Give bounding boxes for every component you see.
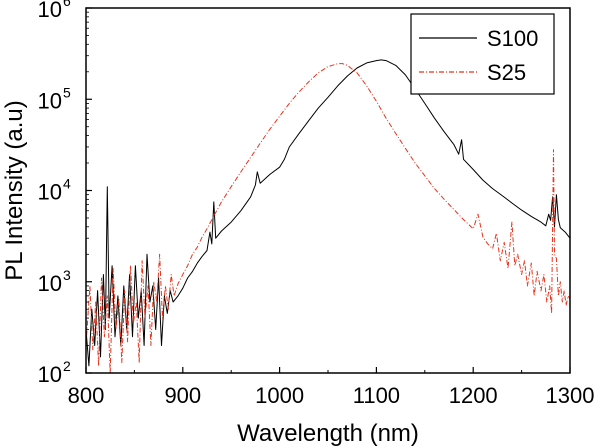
y-tick-exponent: 2 xyxy=(63,358,71,374)
legend-label-s100: S100 xyxy=(487,26,538,51)
y-tick-label: 10 xyxy=(38,0,62,22)
x-axis-title: Wavelength (nm) xyxy=(237,420,419,447)
legend-label-s25: S25 xyxy=(487,60,526,85)
y-tick-label: 10 xyxy=(38,271,62,296)
series-line-s100 xyxy=(85,59,571,367)
y-tick-exponent: 6 xyxy=(63,0,71,9)
x-tick-label: 1100 xyxy=(353,383,400,408)
legend: S100 S25 xyxy=(410,13,555,95)
x-tick-label: 1000 xyxy=(255,383,304,408)
series-line-s25 xyxy=(85,63,571,374)
x-axis-ticks: 800 900 1000 1100 1200 1300 xyxy=(68,367,595,408)
legend-box xyxy=(410,13,555,95)
x-tick-label: 900 xyxy=(164,383,201,408)
x-tick-label: 1300 xyxy=(546,383,595,408)
plot-layer xyxy=(85,59,571,374)
y-tick-label: 10 xyxy=(38,180,62,205)
x-tick-label: 800 xyxy=(68,383,105,408)
y-tick-label: 10 xyxy=(38,362,62,387)
plot-frame xyxy=(85,7,571,374)
y-axis-title: PL Intensity (a.u) xyxy=(1,100,28,281)
y-tick-label: 10 xyxy=(38,88,62,113)
y-tick-exponent: 5 xyxy=(63,84,71,100)
y-tick-exponent: 3 xyxy=(63,267,71,283)
x-tick-label: 1200 xyxy=(449,383,498,408)
y-tick-exponent: 4 xyxy=(63,176,71,192)
